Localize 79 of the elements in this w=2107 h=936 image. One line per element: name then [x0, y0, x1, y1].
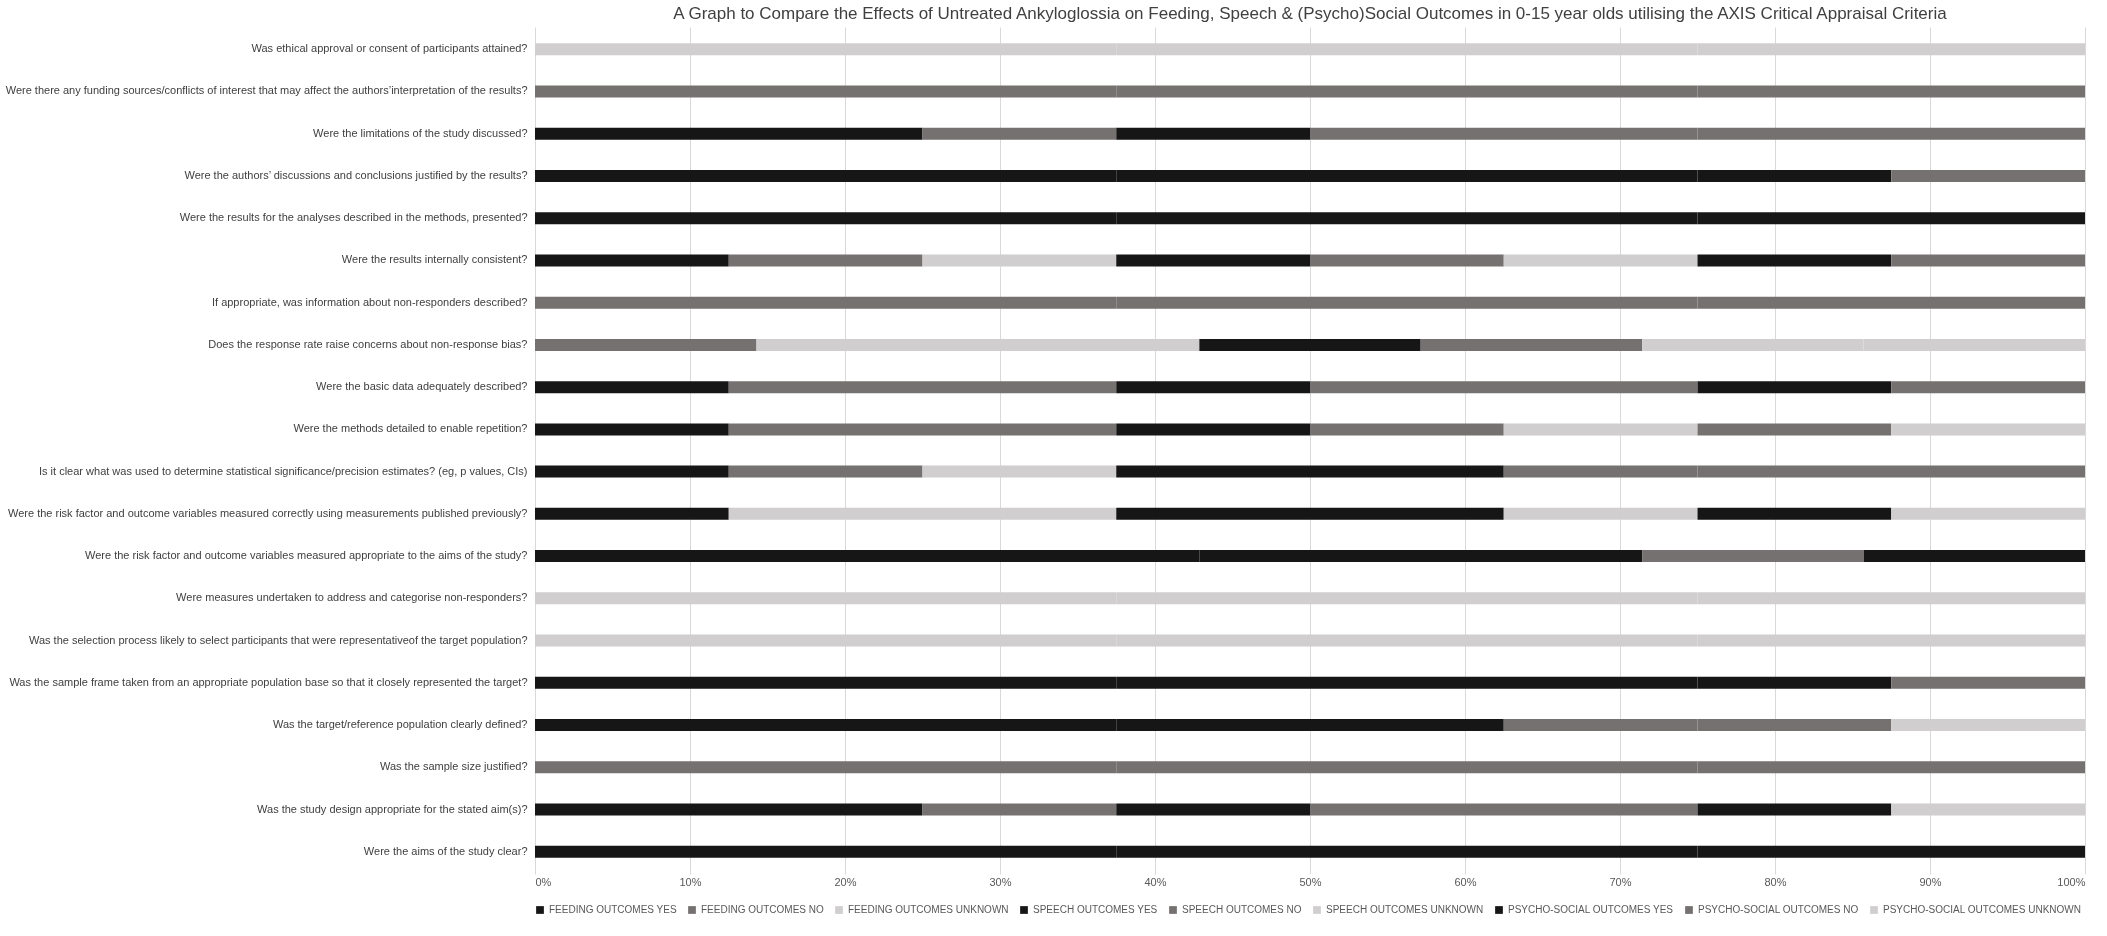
legend-label: FEEDING OUTCOMES NO — [701, 904, 824, 915]
x-tick-label: 70% — [1609, 875, 1632, 888]
y-tick-label: Were the aims of the study clear? — [363, 844, 528, 857]
y-tick-label: Were measures undertaken to address and categorise non-responders? — [176, 591, 528, 604]
bar — [1310, 423, 1504, 436]
x-tick-label: 50% — [1299, 875, 1322, 888]
x-tick-label: 90% — [1919, 875, 1942, 888]
legend-label: SPEECH OUTCOMES NO — [1182, 904, 1302, 915]
bar — [1697, 423, 1892, 436]
bar — [535, 465, 729, 478]
bar — [1420, 338, 1643, 351]
bar — [1199, 338, 1421, 351]
x-tick-label: 20% — [834, 875, 857, 888]
y-tick-label: Were the risk factor and outcome variables measured correctly using measurements published previously? — [8, 506, 528, 519]
bar — [1116, 254, 1310, 267]
bar — [1891, 676, 2085, 689]
y-tick-label: Was ethical approval or consent of participants attained? — [251, 42, 528, 55]
y-tick-label: Was the study design appropriate for the stated aim(s)? — [257, 802, 528, 815]
x-tick-label: 30% — [989, 875, 1012, 888]
y-tick-label: Was the sample frame taken from an appropriate population base so that it closely represented the target? — [9, 675, 528, 688]
y-tick-label: Were the results internally consistent? — [341, 253, 528, 266]
bar — [1891, 254, 2085, 267]
bar — [1116, 423, 1310, 436]
bar — [1116, 803, 1310, 816]
bar — [728, 423, 1117, 436]
bar — [1116, 381, 1310, 394]
x-tick-label: 10% — [679, 875, 702, 888]
y-tick-label: Were the basic data adequately described? — [316, 380, 528, 393]
bar — [1863, 550, 2085, 563]
legend-label: SPEECH OUTCOMES YES — [1033, 904, 1158, 915]
bar — [535, 507, 729, 520]
y-tick-label: Were the authors’ discussions and conclusions justified by the results? — [184, 168, 528, 181]
y-tick-label: Were there any funding sources/conflicts of interest that may affect the authors’interpretation of the results? — [5, 84, 528, 97]
bar — [1697, 803, 1892, 816]
legend-label: PSYCHO-SOCIAL OUTCOMES UNKNOWN — [1883, 904, 2081, 915]
bar — [1116, 507, 1504, 520]
bar — [728, 465, 923, 478]
bar — [1116, 127, 1310, 140]
legend-label: FEEDING OUTCOMES YES — [549, 904, 677, 915]
bar — [1116, 465, 1504, 478]
bar — [1310, 803, 1698, 816]
x-tick-label: 40% — [1144, 875, 1167, 888]
bar — [535, 338, 757, 351]
y-tick-label: If appropriate, was information about non-responders described? — [211, 295, 528, 308]
bar — [1310, 254, 1504, 267]
bar — [1697, 507, 1892, 520]
x-tick-label: 0% — [535, 875, 552, 888]
legend-label: FEEDING OUTCOMES UNKNOWN — [848, 904, 1009, 915]
bar — [1697, 381, 1892, 394]
bar — [535, 423, 729, 436]
bar — [1891, 169, 2085, 182]
y-tick-label: Was the target/reference population clearly defined? — [272, 718, 528, 731]
y-tick-label: Were the limitations of the study discussed? — [313, 126, 528, 139]
legend-label: PSYCHO-SOCIAL OUTCOMES NO — [1698, 904, 1859, 915]
bar — [922, 803, 1117, 816]
x-tick-label: 80% — [1764, 875, 1787, 888]
legend-label: SPEECH OUTCOMES UNKNOWN — [1326, 904, 1484, 915]
y-tick-label: Was the sample size justified? — [379, 760, 528, 773]
bar — [728, 254, 923, 267]
bar — [728, 381, 1117, 394]
legend-label: PSYCHO-SOCIAL OUTCOMES YES — [1508, 904, 1674, 915]
bar — [535, 254, 729, 267]
bar — [535, 381, 729, 394]
y-tick-label: Were the methods detailed to enable repetition? — [293, 422, 528, 435]
x-tick-label: 60% — [1454, 875, 1477, 888]
bar — [1310, 381, 1698, 394]
bar — [535, 127, 923, 140]
bar — [1697, 254, 1892, 267]
chart-title: A Graph to Compare the Effects of Untreated Ankyloglossia on Feeding, Speech & (Psycho)Social Outcomes in 0-15 year olds utilising the AXIS Critical Appraisal Criteria — [673, 4, 1948, 23]
bar — [535, 803, 923, 816]
bar — [1891, 381, 2085, 394]
y-tick-label: Is it clear what was used to determine statistical significance/precision estimates? (eg, p values, CIs) — [39, 464, 528, 477]
bar — [922, 127, 1117, 140]
y-tick-label: Were the results for the analyses described in the methods, presented? — [179, 211, 528, 224]
bar — [1642, 550, 1864, 563]
x-tick-label: 100% — [2057, 875, 2086, 888]
y-tick-label: Was the selection process likely to select participants that were representativeof the target population? — [28, 633, 528, 646]
y-tick-label: Does the response rate raise concerns about non-response bias? — [208, 337, 528, 350]
y-tick-label: Were the risk factor and outcome variables measured appropriate to the aims of the study? — [85, 549, 528, 562]
